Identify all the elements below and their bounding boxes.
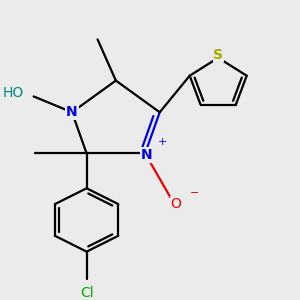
Text: S: S (213, 48, 223, 62)
Text: N: N (66, 105, 78, 119)
Text: HO: HO (3, 86, 24, 100)
Text: Cl: Cl (80, 286, 93, 300)
Text: O: O (171, 197, 182, 211)
Text: −: − (190, 188, 199, 198)
Text: +: + (158, 137, 167, 147)
Text: N: N (141, 148, 153, 162)
